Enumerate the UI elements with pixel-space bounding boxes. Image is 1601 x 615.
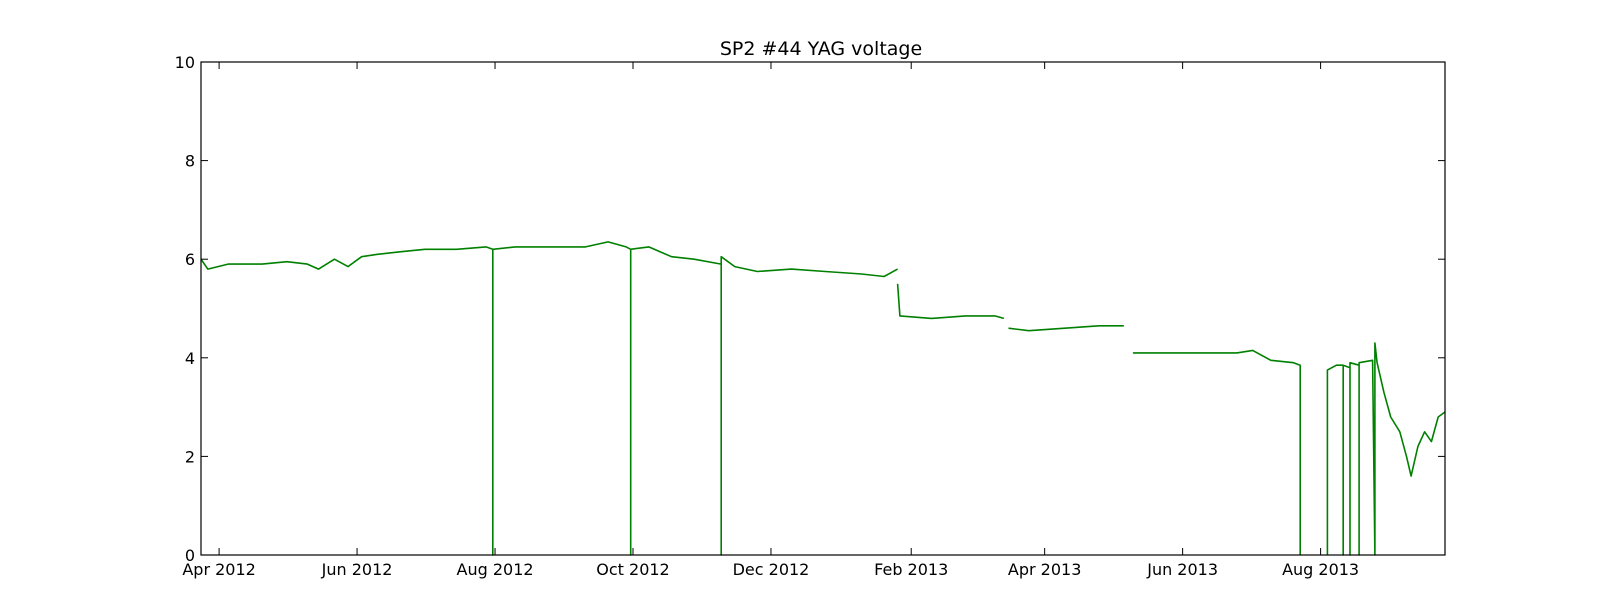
- series-line-segment: [1132, 349, 1301, 555]
- y-tick-label: 6: [185, 250, 195, 269]
- chart-title: SP2 #44 YAG voltage: [720, 38, 922, 60]
- series-line-segment: [896, 283, 1005, 320]
- x-tick-label: Dec 2012: [733, 560, 810, 579]
- x-tick-label: Apr 2013: [1008, 560, 1081, 579]
- x-tick-label: Jun 2013: [1146, 560, 1218, 579]
- y-tick-label: 8: [185, 152, 195, 171]
- series-line-segment: [200, 241, 898, 556]
- series-line-segment: [1008, 325, 1124, 332]
- series-line-segment: [1326, 342, 1446, 556]
- y-tick-label: 2: [185, 447, 195, 466]
- series-layer: [200, 241, 1446, 556]
- axes-layer: 0 2 4 6 8 10 Apr 2012 Jun 2012 Aug 2012 Oct 2012 D…: [175, 53, 1445, 579]
- y-tick-label: 0: [185, 546, 195, 565]
- x-tick-label: Aug 2013: [1282, 560, 1359, 579]
- plot-frame: [200, 61, 1446, 556]
- y-tick-label: 4: [185, 349, 195, 368]
- x-tick-label: Apr 2012: [182, 560, 255, 579]
- y-tick-label: 10: [175, 53, 195, 72]
- x-tick-label: Jun 2012: [321, 560, 393, 579]
- x-tick-label: Oct 2012: [596, 560, 669, 579]
- x-tick-label: Feb 2013: [874, 560, 948, 579]
- x-tick-label: Aug 2012: [457, 560, 534, 579]
